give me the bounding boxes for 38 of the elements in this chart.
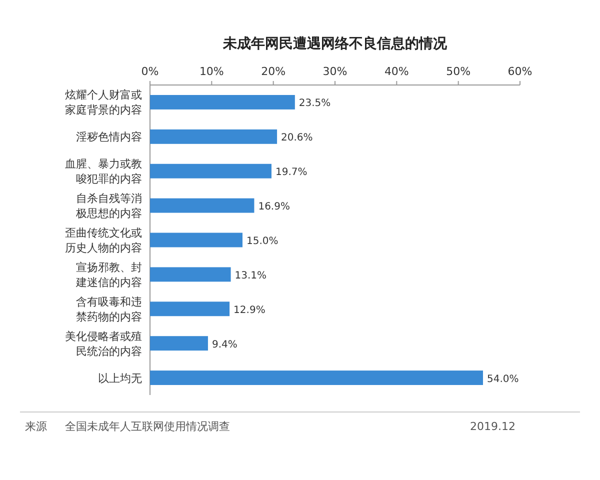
- x-tick-label: 0%: [141, 65, 159, 78]
- y-tick-label: 宣扬邪教、封建迷信的内容: [75, 260, 142, 289]
- x-tick-label: 30%: [322, 65, 348, 78]
- y-tick-label: 淫秽色情内容: [76, 130, 142, 144]
- y-tick-label: 歪曲传统文化或历史人物的内容: [65, 226, 142, 254]
- x-tick-label: 20%: [261, 65, 286, 78]
- y-tick-label: 含有吸毒和违禁药物的内容: [76, 295, 142, 324]
- text: 2019.12: [470, 420, 516, 433]
- data-label: 12.9%: [234, 304, 266, 316]
- data-label: 20.6%: [281, 132, 313, 144]
- text: 来源: [25, 420, 47, 433]
- bar: [150, 370, 483, 386]
- x-tick-label: 60%: [508, 65, 532, 78]
- bar: [150, 336, 208, 351]
- y-tick-label: 血腥、暴力或教唆犯罪的内容: [65, 158, 142, 186]
- data-label: 13.1%: [234, 270, 267, 282]
- y-tick-label: 以上均无: [98, 372, 142, 385]
- data-label: 9.4%: [212, 339, 238, 350]
- bar: [150, 198, 254, 213]
- y-tick-label: 美化侵略者或殖民统治的内容: [65, 330, 142, 358]
- data-label: 23.5%: [298, 98, 331, 110]
- bar: [150, 94, 295, 110]
- text: 全国未成年人互联网使用情况调查: [65, 420, 230, 433]
- x-tick-label: 10%: [199, 65, 224, 78]
- data-label: 54.0%: [487, 374, 519, 385]
- chart-title: 未成年网民遭遇网络不良信息的情况: [222, 35, 448, 52]
- bar: [150, 232, 242, 248]
- data-label: 16.9%: [258, 202, 290, 213]
- data-label: 19.7%: [275, 167, 308, 178]
- bar: [150, 164, 272, 178]
- x-tick-label: 50%: [446, 65, 471, 78]
- y-tick-label: 自杀自残等消极思想的内容: [75, 192, 142, 220]
- bar: [150, 267, 231, 282]
- data-label: 15.0%: [246, 236, 278, 247]
- x-tick-label: 40%: [384, 65, 409, 78]
- y-tick-label: 炫耀个人财富或家庭背景的内容: [65, 88, 142, 117]
- bar: [150, 129, 278, 144]
- bar: [150, 302, 230, 316]
